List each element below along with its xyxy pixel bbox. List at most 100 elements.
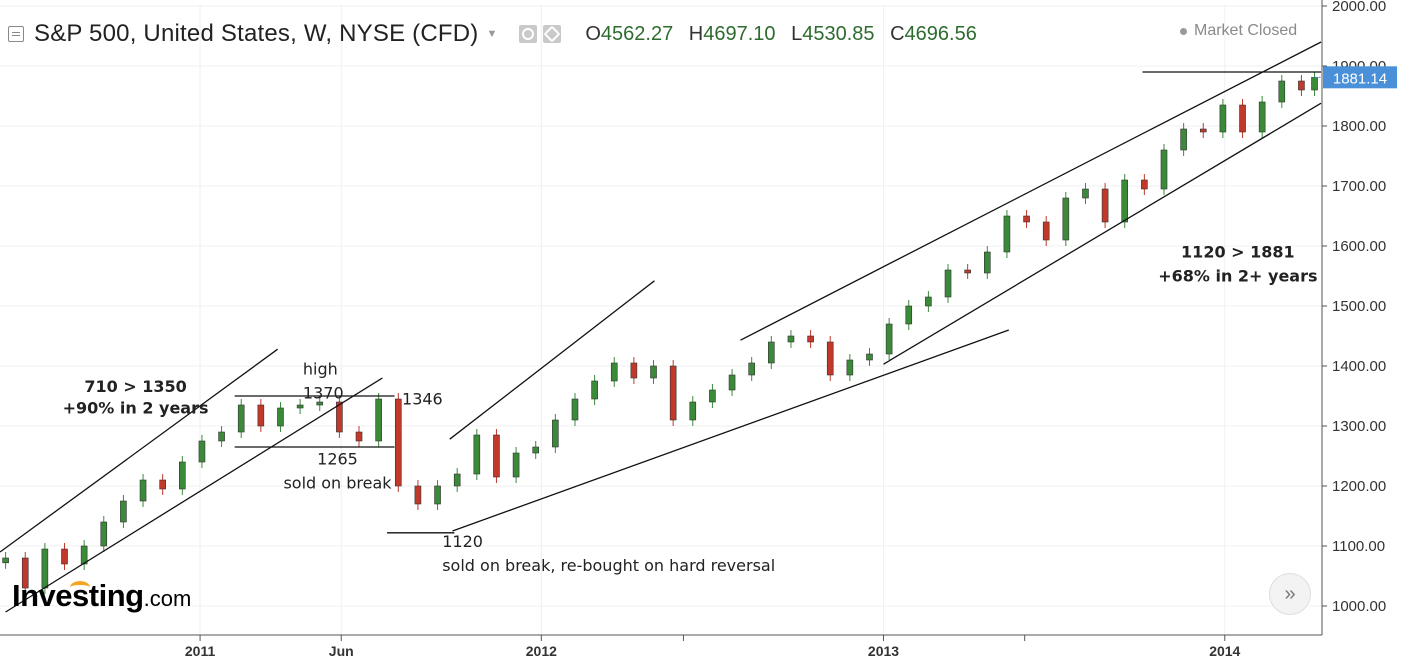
market-status: Market Closed xyxy=(1180,22,1297,40)
candle-body xyxy=(1003,215,1011,253)
open-value: 4562.27 xyxy=(600,22,674,45)
chevron-down-icon[interactable]: ▼ xyxy=(486,28,498,40)
candle-body xyxy=(944,269,952,298)
trend-line xyxy=(0,348,279,553)
candle-body xyxy=(748,362,755,376)
candle-body xyxy=(1042,221,1050,241)
candle-body xyxy=(571,398,579,421)
y-tick-label: 1000.00 xyxy=(1332,598,1386,615)
symbol-title[interactable]: S&P 500, United States, W, NYSE (CFD) xyxy=(34,20,479,47)
candle-body xyxy=(336,401,343,433)
low-value: 4530.85 xyxy=(802,22,875,45)
candle-body xyxy=(453,473,461,487)
y-tick-label: 1800.00 xyxy=(1332,118,1386,135)
candle-body xyxy=(1298,80,1305,91)
trend-line xyxy=(5,377,383,613)
candle-body xyxy=(473,434,481,475)
candle-body xyxy=(139,479,147,502)
scroll-to-latest-button[interactable]: » xyxy=(1269,573,1311,615)
candle-body xyxy=(1278,80,1286,103)
trend-line xyxy=(883,102,1322,365)
chart-annotation: +90% in 2 years xyxy=(63,398,209,417)
chart-annotation: sold on break xyxy=(283,473,392,492)
candle-body xyxy=(375,398,382,442)
logo-swoosh-icon xyxy=(70,581,90,594)
candle-body xyxy=(414,485,422,505)
candle-body xyxy=(512,452,520,478)
candle-body xyxy=(1121,179,1129,223)
gear-icon[interactable] xyxy=(543,25,562,43)
candle-body xyxy=(925,296,932,307)
trend-line xyxy=(449,280,655,440)
candle-body xyxy=(1219,104,1227,133)
y-tick-label: 1400.00 xyxy=(1332,358,1386,375)
y-tick-label: 1100.00 xyxy=(1332,538,1385,555)
high-value: 4697.10 xyxy=(703,22,776,45)
candle-body xyxy=(1141,179,1148,190)
close-value: 4696.56 xyxy=(904,22,977,45)
investing-logo: Investing .com xyxy=(12,578,191,614)
trend-line xyxy=(740,41,1322,341)
last-price-tag xyxy=(1323,66,1397,89)
candle-body xyxy=(394,398,402,487)
candle-body xyxy=(650,365,657,379)
candle-body xyxy=(532,446,540,454)
chart-annotation: sold on break, re-bought on hard reversa… xyxy=(442,556,775,575)
candle-body xyxy=(2,557,9,564)
annotations: high 1370 710 > 1350 +90% in 2 years 1346 126… xyxy=(63,242,1318,575)
x-tick-label: 2013 xyxy=(868,643,899,659)
eye-icon[interactable] xyxy=(519,25,538,43)
market-status-label: Market Closed xyxy=(1194,22,1298,39)
high-label: H xyxy=(688,22,704,45)
candle-body xyxy=(257,404,265,427)
candle-body xyxy=(1239,104,1246,133)
open-label: O xyxy=(585,22,601,45)
candle-body xyxy=(61,548,68,565)
candle-body xyxy=(1023,215,1030,223)
ohlc-readout: O4562.27 H4697.10 L4530.85 C4696.56 xyxy=(575,23,976,46)
x-tick-label: Jun xyxy=(329,643,354,659)
chart-annotation: +68% in 2+ years xyxy=(1158,266,1317,285)
y-tick-label: 2000.00 xyxy=(1332,0,1386,15)
candle-body xyxy=(296,404,304,409)
candle-body xyxy=(159,479,166,490)
candle-body xyxy=(846,359,854,376)
candle-body xyxy=(1180,128,1187,151)
logo-suffix: .com xyxy=(143,586,192,611)
x-tick-label: 2012 xyxy=(526,643,557,659)
candle-body xyxy=(787,335,795,343)
collapse-icon[interactable] xyxy=(8,26,24,42)
candle-body xyxy=(983,251,991,274)
candle-body xyxy=(885,323,893,355)
chart-annotation: 1346 xyxy=(402,389,443,408)
candle-body xyxy=(21,557,29,589)
candle-body xyxy=(630,362,638,379)
candle-body xyxy=(905,305,913,325)
candle-body xyxy=(434,485,441,505)
chart-header: S&P 500, United States, W, NYSE (CFD) ▼ … xyxy=(8,18,977,50)
candle-body xyxy=(709,389,716,403)
candle-body xyxy=(807,335,814,343)
y-tick-label: 1600.00 xyxy=(1332,238,1386,255)
grid-lines xyxy=(0,5,1322,635)
candle-body xyxy=(120,500,127,523)
candles xyxy=(2,71,1318,594)
candle-body xyxy=(768,341,775,364)
candle-body xyxy=(591,380,598,400)
candle-body xyxy=(826,341,834,376)
chart-annotation: 1265 xyxy=(317,449,358,468)
double-chevron-right-icon: » xyxy=(1284,582,1296,605)
candle-body xyxy=(100,521,108,547)
y-tick-label: 1700.00 xyxy=(1332,178,1386,195)
candle-body xyxy=(179,461,186,490)
chart-annotation: 1120 xyxy=(442,532,483,551)
candle-body xyxy=(728,374,736,391)
chart-annotation: 1370 xyxy=(303,383,344,402)
candle-body xyxy=(237,404,245,433)
trend-lines xyxy=(0,41,1322,613)
trend-line xyxy=(452,329,1010,532)
candle-body xyxy=(493,434,500,478)
candle-body xyxy=(669,365,677,421)
candle-body xyxy=(866,353,873,361)
